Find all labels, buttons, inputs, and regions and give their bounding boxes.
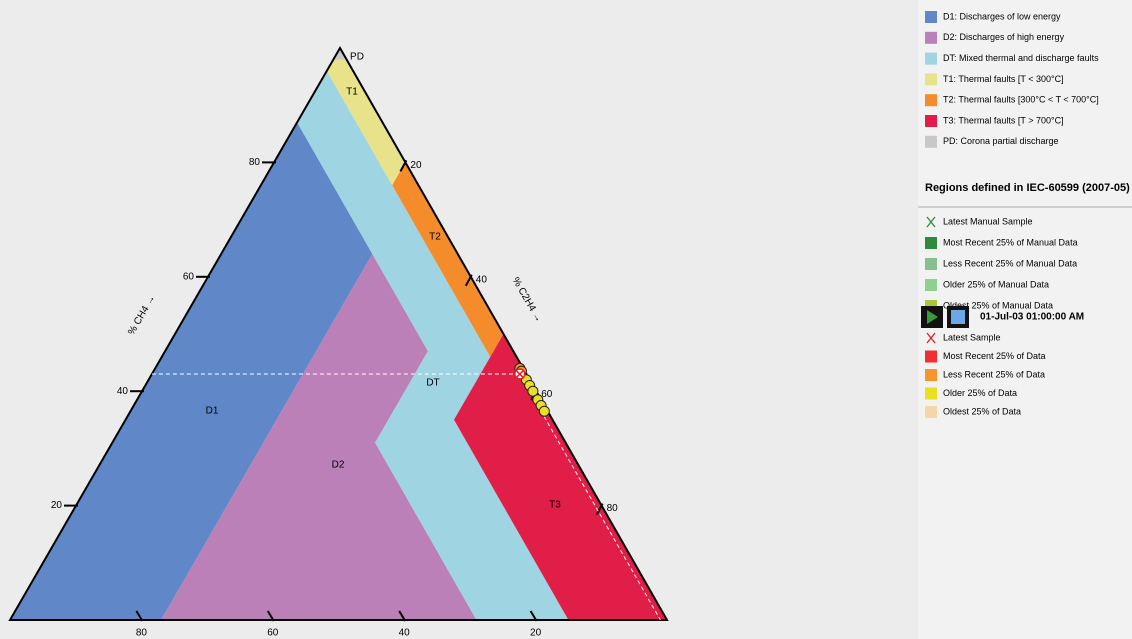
tick-label: 20: [410, 160, 422, 171]
legend-swatch: [925, 350, 937, 363]
legend-label: Less Recent 25% of Data: [943, 369, 1045, 379]
region: [333, 48, 347, 60]
legend-swatch: [925, 369, 937, 381]
axis-title: % CH4 →: [126, 293, 158, 337]
legend-swatch: [925, 115, 937, 127]
region-label: T1: [346, 87, 358, 98]
play-icon: [927, 310, 938, 324]
triangle-outline: [8, 45, 669, 621]
legend-label: D2: Discharges of high energy: [943, 32, 1065, 42]
region-label: D2: [332, 460, 345, 471]
tick: [266, 610, 275, 622]
sample-point: [538, 405, 550, 417]
legend-swatch: [925, 11, 937, 23]
legend-swatch: [925, 73, 937, 86]
legend-swatch: [925, 237, 937, 249]
region-label: T2: [429, 232, 441, 243]
region: [392, 162, 504, 357]
region-label: T3: [549, 500, 561, 511]
region: [326, 59, 406, 186]
tick-label: 80: [607, 503, 619, 514]
legend-label: Latest Sample: [943, 332, 1001, 342]
legend-swatch: [925, 94, 937, 107]
tick: [399, 159, 408, 172]
legend-label: T1: Thermal faults [T < 300°C]: [943, 74, 1064, 84]
legend-label: T3: Thermal faults [T > 700°C]: [943, 115, 1064, 125]
tick-label: 20: [51, 500, 63, 511]
tick-label: 60: [267, 628, 279, 639]
legend-label: D1: Discharges of low energy: [943, 11, 1061, 21]
legend-label: Older 25% of Manual Data: [943, 279, 1049, 289]
region: [161, 253, 477, 621]
legend-note: Regions defined in IEC-60599 (2007-05): [925, 182, 1130, 194]
tick-label: 40: [117, 386, 129, 397]
legend-label: Most Recent 25% of Manual Data: [943, 237, 1078, 247]
legend-date: 01-Jul-03 01:00:00 AM: [980, 312, 1084, 323]
legend-swatch: [925, 406, 937, 418]
legend-swatch: [925, 31, 937, 44]
tick-label: 20: [530, 628, 542, 639]
region-label: DT: [426, 378, 439, 389]
legend-label: PD: Corona partial discharge: [943, 136, 1059, 146]
axis-title: % C2H4 →: [510, 276, 545, 325]
legend-swatch: [925, 135, 937, 148]
legend-swatch: [925, 52, 937, 65]
legend-label: Most Recent 25% of Data: [943, 351, 1046, 361]
legend-swatch: [925, 258, 937, 270]
region: [454, 334, 667, 620]
legend-label: Older 25% of Data: [943, 388, 1017, 398]
tick-label: 80: [136, 628, 148, 639]
region: [297, 70, 569, 620]
legend-label: Latest Manual Sample: [943, 216, 1033, 226]
stop-icon: [951, 310, 965, 324]
tick: [595, 503, 604, 516]
tick: [398, 610, 407, 622]
legend-label: Less Recent 25% of Manual Data: [943, 258, 1077, 268]
tick-label: 40: [399, 628, 411, 639]
legend-label: Oldest 25% of Data: [943, 406, 1021, 416]
legend-swatch: [925, 279, 937, 291]
tick: [464, 274, 473, 287]
legend-label: DT: Mixed thermal and discharge faults: [943, 53, 1099, 63]
legend-label: Oldest 25% of Manual Data: [943, 300, 1053, 310]
tick: [529, 610, 538, 622]
tick-label: 80: [249, 157, 261, 168]
latest-sample-x: [516, 370, 524, 378]
guide-line: [519, 373, 661, 621]
tick-label: 40: [476, 274, 488, 285]
region-label: D1: [206, 406, 219, 417]
tick-label: 60: [541, 389, 553, 400]
region: [10, 122, 373, 621]
region-label: PD: [350, 52, 364, 63]
tick: [135, 610, 144, 622]
legend-marker: [926, 216, 936, 228]
sample-point: [527, 385, 539, 397]
tick-label: 60: [183, 271, 195, 282]
legend-label: T2: Thermal faults [300°C < T < 700°C]: [943, 95, 1099, 105]
legend-marker: [926, 332, 936, 344]
legend-swatch: [925, 387, 937, 400]
